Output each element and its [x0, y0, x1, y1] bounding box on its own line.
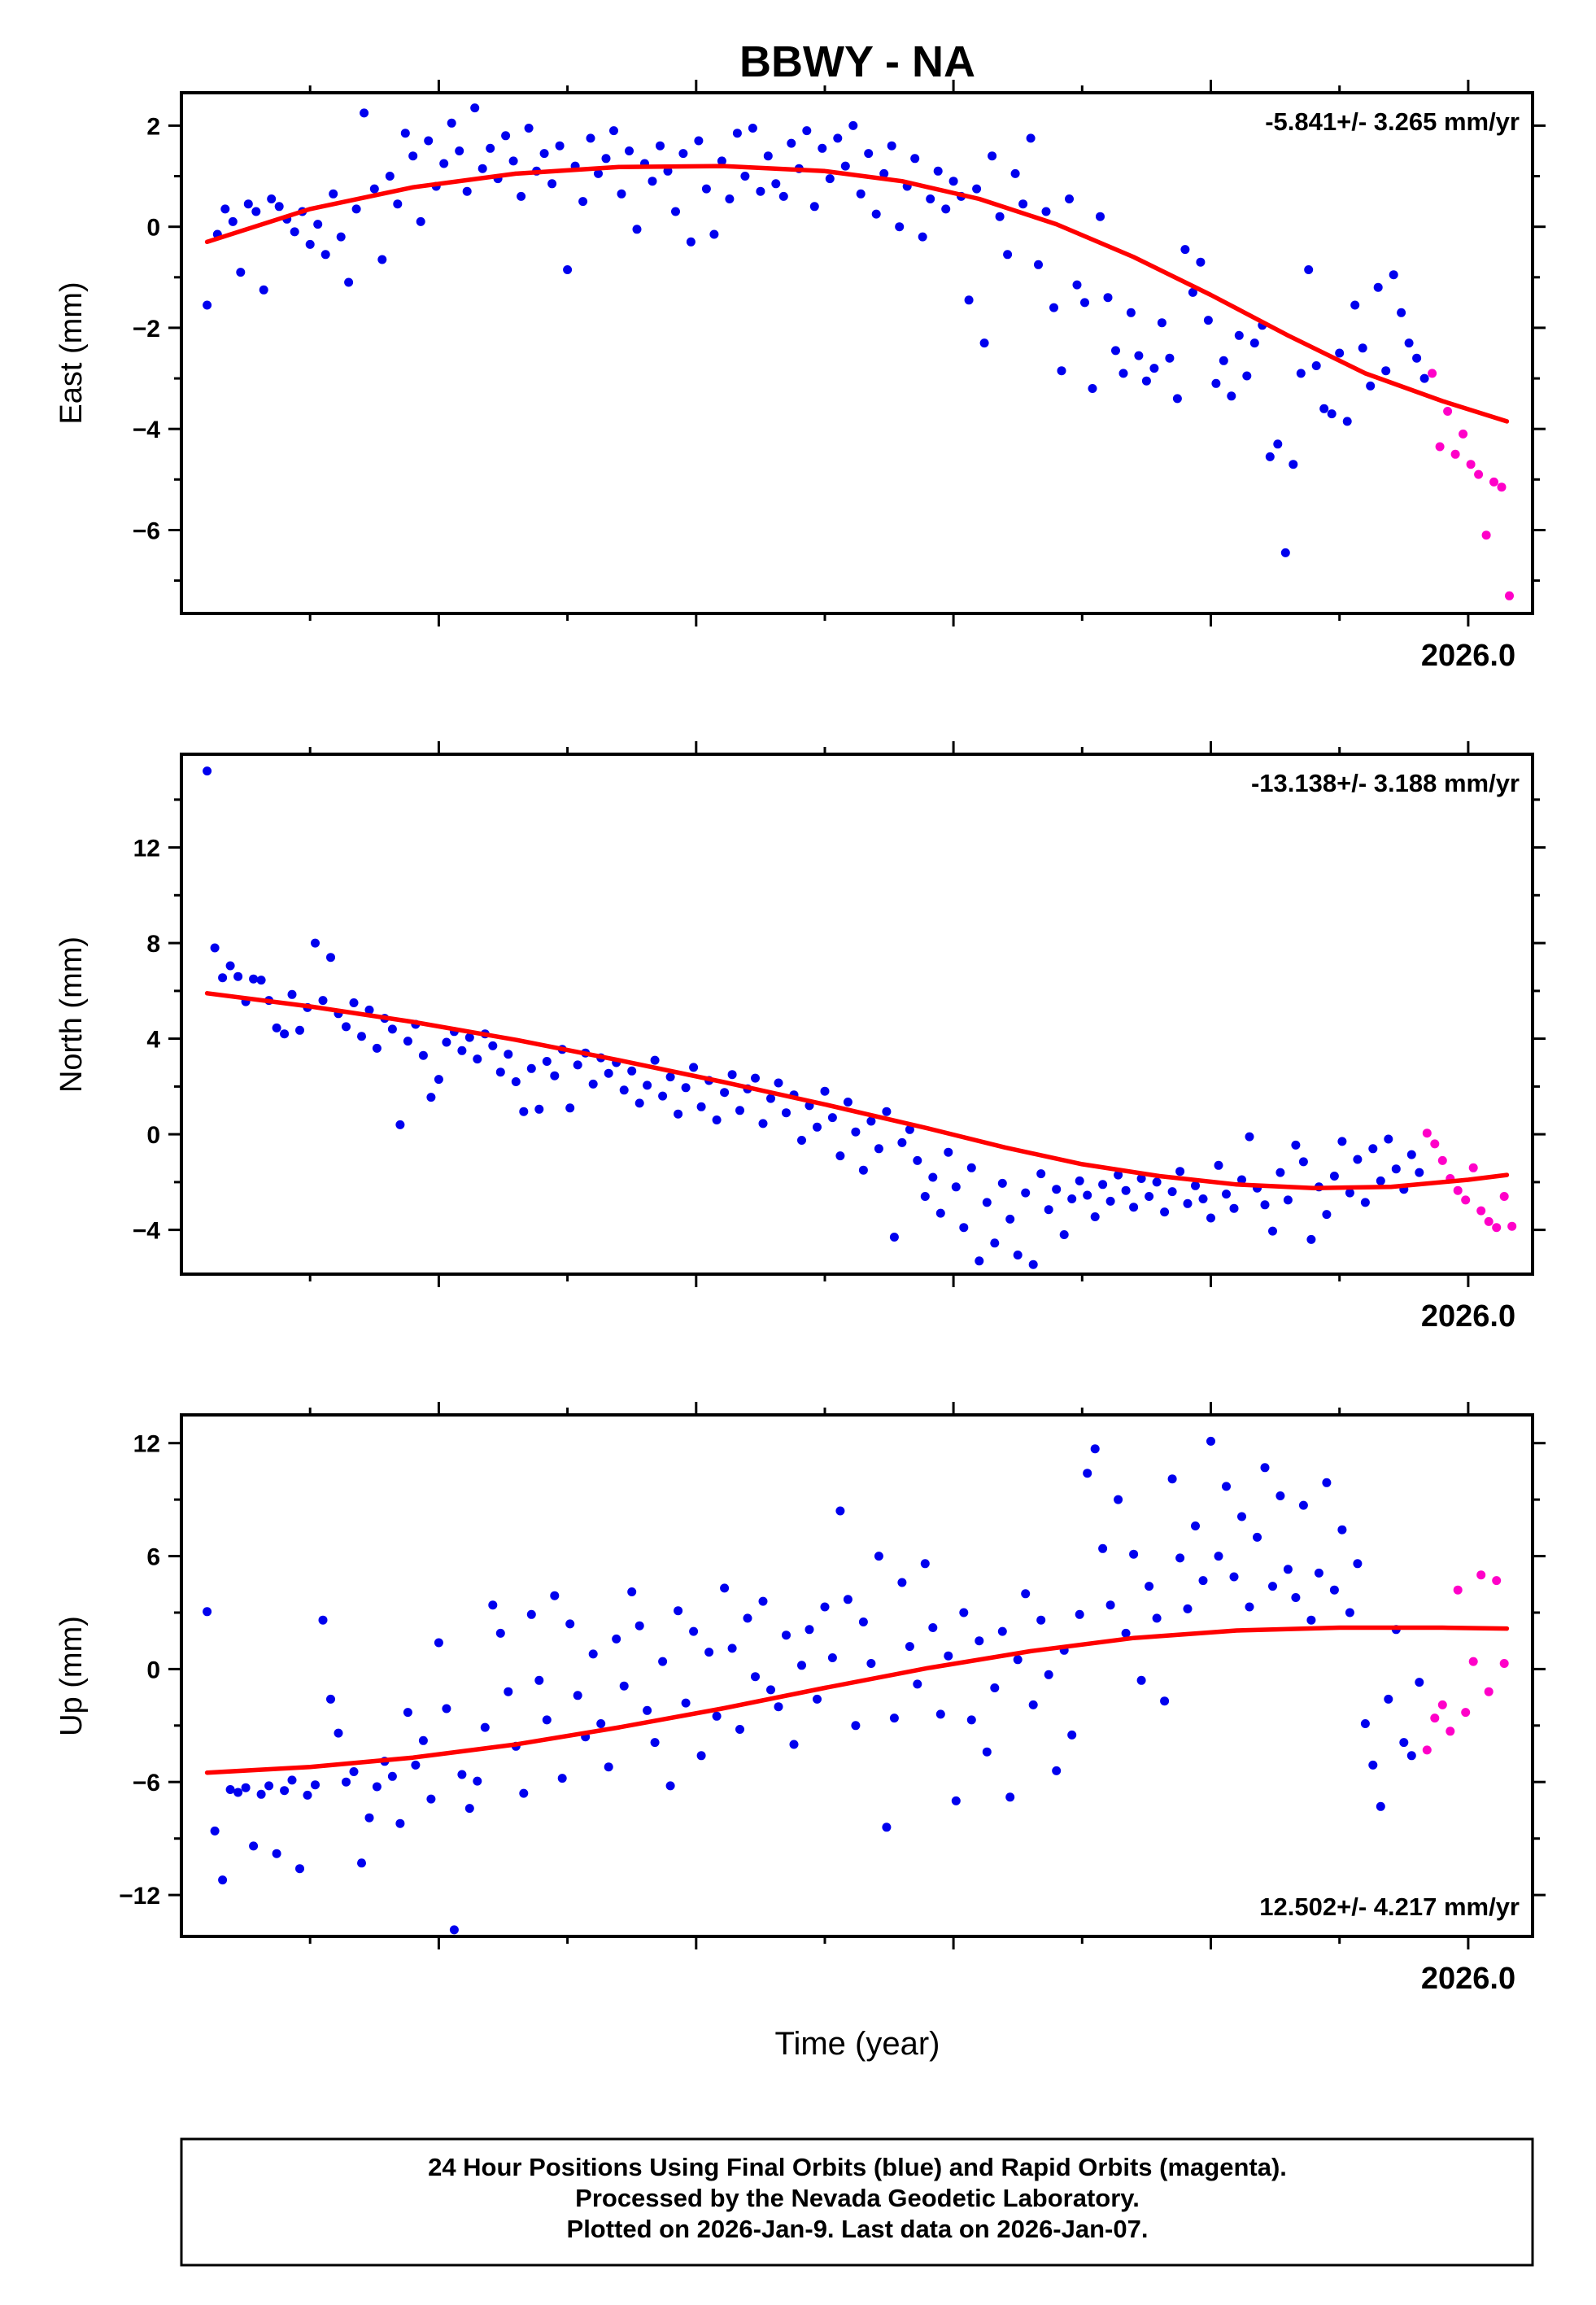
east-panel: 2 0 −2 −4 −6 East (mm) -5.841+/- 3.265 mm/yr… [55, 80, 1546, 673]
svg-text:0: 0 [146, 1657, 160, 1683]
y-tick-labels: 12 6 0 −6 −12 [119, 1431, 160, 1910]
trend-line [204, 164, 1510, 424]
plot-frame [180, 91, 1534, 615]
north-plot-area: 12 8 4 0 −4 [133, 741, 1546, 1287]
svg-text:12: 12 [133, 836, 160, 862]
figure-title: BBWY - NA [739, 37, 975, 86]
trend-line [204, 991, 1510, 1190]
final-orbit-points [203, 1436, 1424, 1935]
svg-text:6: 6 [146, 1544, 160, 1571]
north-axis-label: North (mm) [55, 936, 89, 1093]
svg-text:−6: −6 [133, 1770, 160, 1796]
axis-ticks [168, 1402, 1546, 1949]
rapid-orbit-points [1422, 1570, 1509, 1755]
svg-text:−6: −6 [133, 518, 160, 545]
x-axis-title: Time (year) [775, 2026, 940, 2062]
footer-line-3: Plotted on 2026-Jan-9. Last data on 2026… [567, 2215, 1149, 2243]
svg-text:−12: −12 [119, 1883, 160, 1910]
footer-border [180, 2137, 1534, 2267]
footer-note: 24 Hour Positions Using Final Orbits (bl… [180, 2137, 1534, 2267]
footer-line-1: 24 Hour Positions Using Final Orbits (bl… [428, 2153, 1287, 2181]
up-axis-label: Up (mm) [55, 1616, 89, 1736]
svg-text:−4: −4 [133, 1218, 161, 1245]
footer-line-2: Processed by the Nevada Geodetic Laborat… [575, 2184, 1140, 2212]
up-year-label: 2026.0 [1421, 1962, 1515, 1996]
svg-text:2: 2 [146, 113, 160, 140]
svg-text:0: 0 [146, 215, 160, 242]
svg-text:12: 12 [133, 1431, 160, 1458]
east-plot-area: 2 0 −2 −4 −6 [133, 80, 1546, 626]
north-year-label: 2026.0 [1421, 1299, 1515, 1334]
up-plot-area: 12 6 0 −6 −12 [119, 1402, 1546, 1949]
plot-frame [180, 753, 1534, 1276]
svg-text:4: 4 [146, 1027, 160, 1054]
up-rate-annotation: 12.502+/- 4.217 mm/yr [1259, 1892, 1520, 1921]
svg-text:−2: −2 [133, 316, 160, 343]
y-tick-labels: 2 0 −2 −4 −6 [133, 113, 161, 544]
north-rate-annotation: -13.138+/- 3.188 mm/yr [1251, 769, 1520, 797]
east-year-label: 2026.0 [1421, 639, 1515, 673]
north-panel: 12 8 4 0 −4 North (mm) -13.138+/- 3.188 mm/y… [55, 741, 1546, 1334]
final-orbit-points [203, 103, 1429, 557]
east-rate-annotation: -5.841+/- 3.265 mm/yr [1265, 107, 1520, 136]
rapid-orbit-points [1428, 369, 1514, 600]
trend-line [204, 1625, 1510, 1775]
plot-frame [180, 1413, 1534, 1938]
y-tick-labels: 12 8 4 0 −4 [133, 836, 161, 1245]
east-axis-label: East (mm) [55, 282, 89, 424]
svg-text:−4: −4 [133, 417, 161, 443]
svg-text:8: 8 [146, 931, 160, 958]
rapid-orbit-points [1422, 1128, 1517, 1233]
svg-text:0: 0 [146, 1122, 160, 1149]
